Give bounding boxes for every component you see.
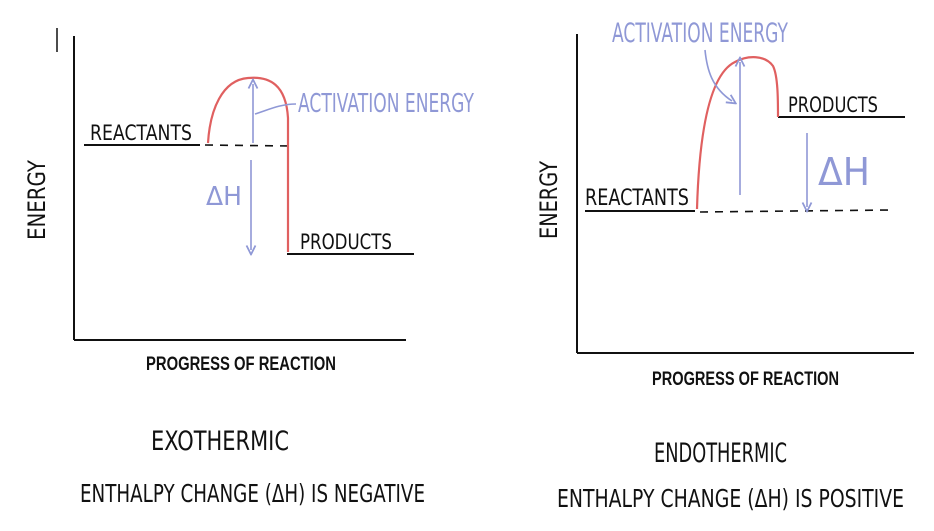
right-products-label: PRODUCTS [788,93,878,117]
right-caption-line: ENTHALPY CHANGE (ΔH) IS POSITIVE [557,484,904,513]
left-products-label: PRODUCTS [300,230,392,254]
left-energy-curve [206,76,290,252]
right-delta-h-label: ΔH [818,150,870,194]
left-y-axis-label: ENERGY [23,160,51,240]
left-caption-title: EXOTHERMIC [151,426,289,457]
endothermic-diagram: REACTANTS PRODUCTS ACTIVATION ENERGY ΔH … [535,18,914,513]
right-reactants-dashed [699,209,891,213]
right-y-axis-label: ENERGY [535,161,563,239]
exothermic-diagram: REACTANTS PRODUCTS ACTIVATION ENERGY ΔH … [23,36,474,508]
left-x-axis-label: PROGRESS OF REACTION [146,354,336,375]
right-activation-label: ACTIVATION ENERGY [612,18,788,49]
right-energy-curve [695,56,780,210]
left-activation-label: ACTIVATION ENERGY [298,89,474,119]
right-reactants-label: REACTANTS [585,186,689,211]
left-caption-line: ENTHALPY CHANGE (ΔH) IS NEGATIVE [80,479,425,508]
right-caption-title: ENDOTHERMIC [654,438,787,469]
left-delta-h-label: ΔH [206,182,242,212]
left-reactants-label: REACTANTS [90,121,192,145]
right-x-axis-label: PROGRESS OF REACTION [652,369,839,390]
left-reactants-dashed [204,144,291,147]
right-activation-pointer [704,49,732,101]
left-activation-pointer [254,103,297,115]
